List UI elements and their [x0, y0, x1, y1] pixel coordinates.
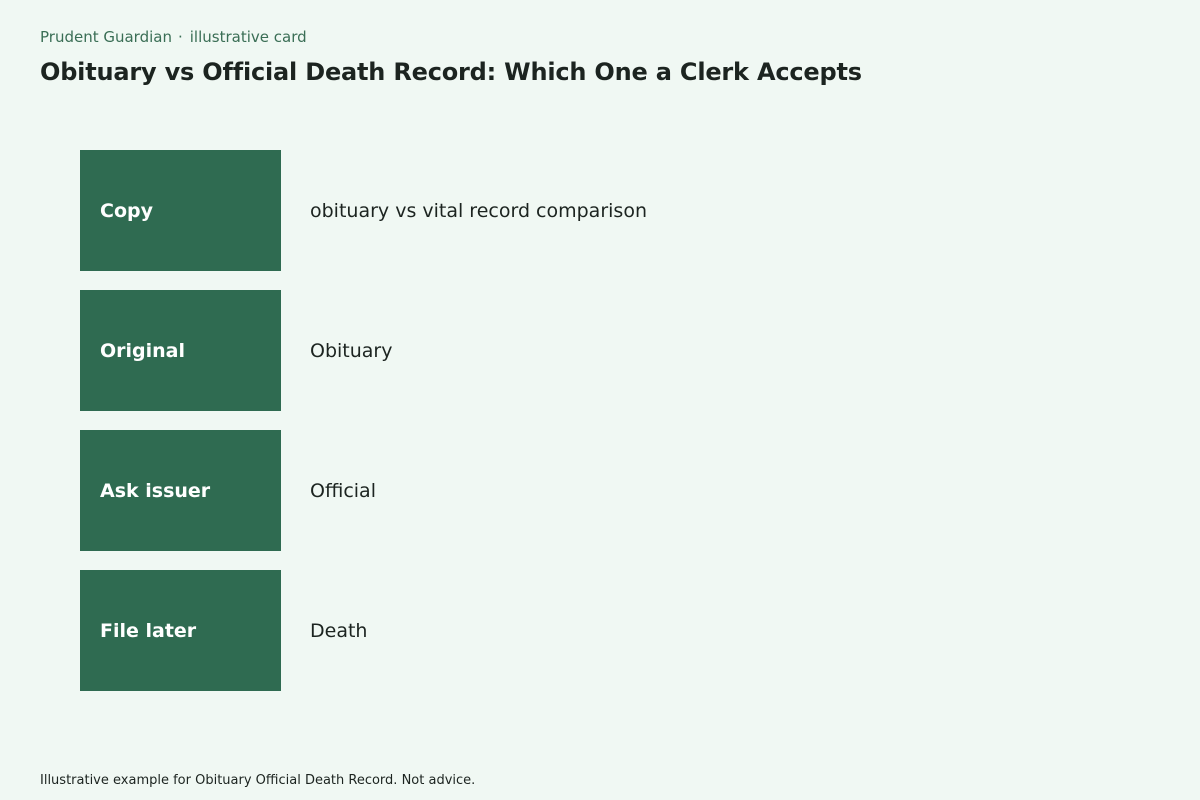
separator-dot: · — [177, 28, 183, 46]
list-item: File later Death — [80, 570, 647, 691]
page-title: Obituary vs Official Death Record: Which… — [40, 58, 862, 86]
row-value: Official — [310, 479, 376, 502]
card-tag: illustrative card — [189, 28, 307, 46]
row-value: Death — [310, 619, 368, 642]
list-item: Ask issuer Official — [80, 430, 647, 551]
comparison-list: Copy obituary vs vital record comparison… — [80, 150, 647, 710]
row-value: obituary vs vital record comparison — [310, 199, 647, 222]
row-label-block: Copy — [80, 150, 281, 271]
brand-name: Prudent Guardian — [40, 28, 172, 46]
list-item: Copy obituary vs vital record comparison — [80, 150, 647, 271]
eyebrow: Prudent Guardian · illustrative card — [40, 27, 862, 47]
footer-disclaimer: Illustrative example for Obituary Offici… — [40, 773, 476, 788]
row-label-block: Ask issuer — [80, 430, 281, 551]
card-header: Prudent Guardian · illustrative card Obitu… — [40, 27, 862, 87]
row-value: Obituary — [310, 339, 393, 362]
row-label-block: File later — [80, 570, 281, 691]
row-label-block: Original — [80, 290, 281, 411]
list-item: Original Obituary — [80, 290, 647, 411]
